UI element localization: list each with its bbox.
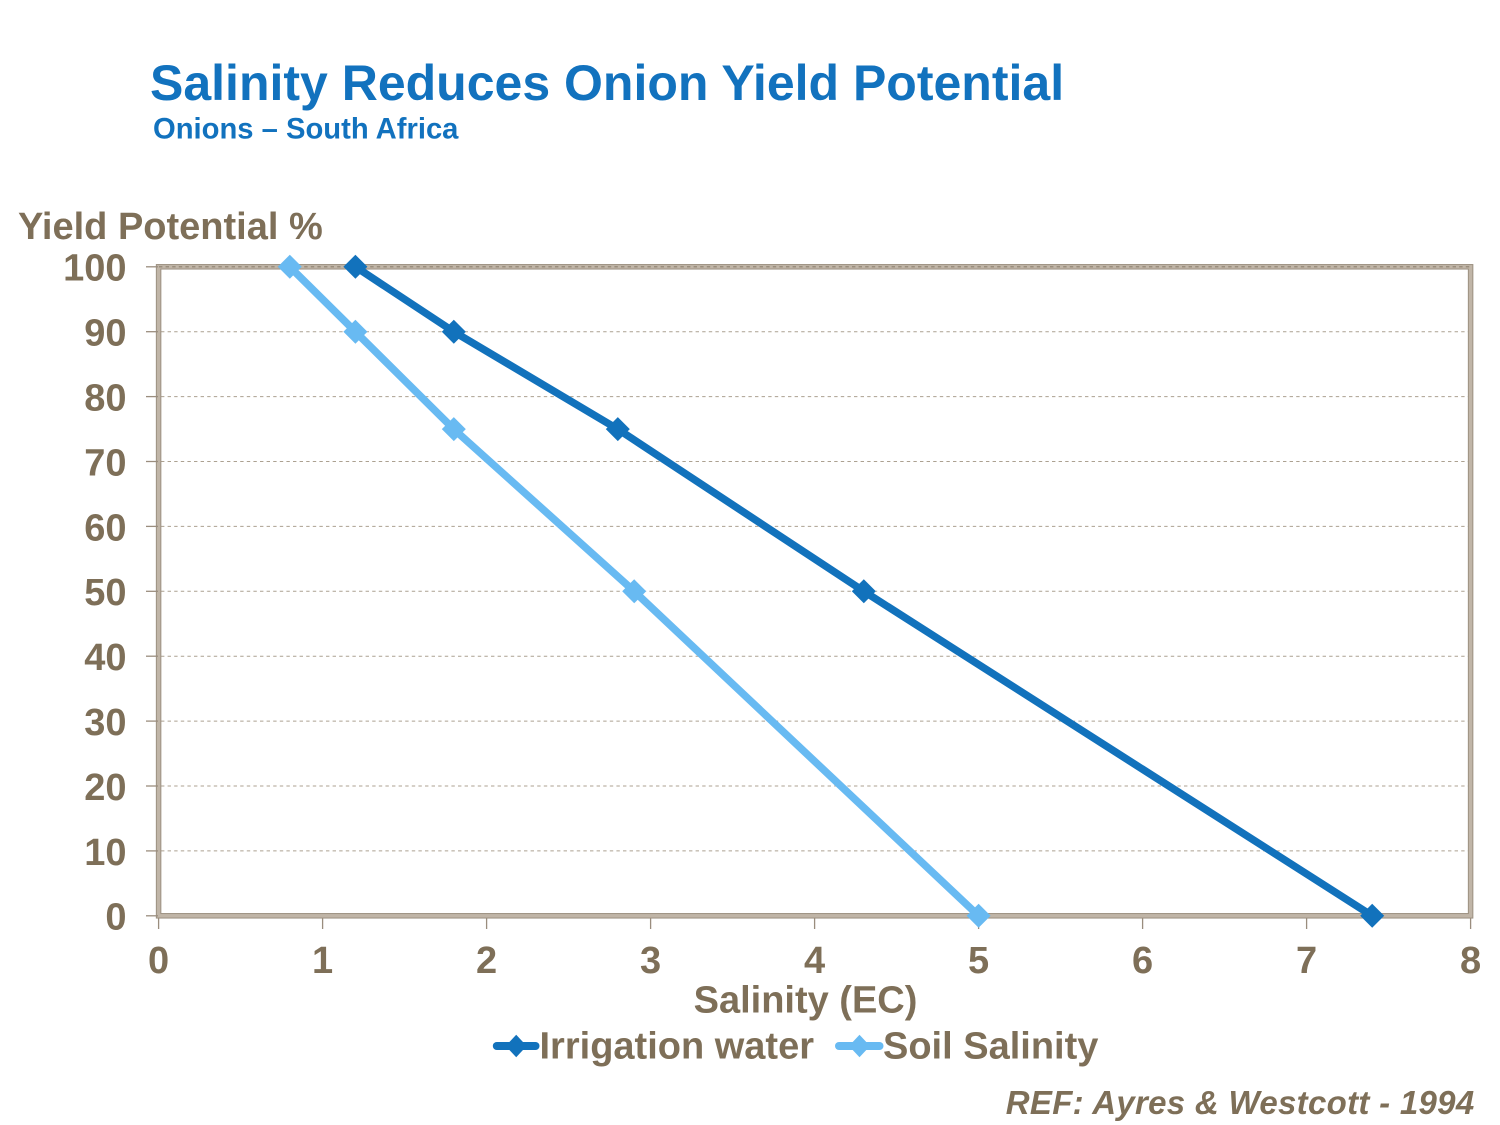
svg-text:Yield Potential %: Yield Potential % — [18, 206, 323, 248]
svg-text:10: 10 — [84, 832, 126, 874]
svg-text:80: 80 — [84, 378, 126, 420]
svg-text:4: 4 — [804, 940, 825, 982]
svg-text:30: 30 — [84, 702, 126, 744]
svg-text:5: 5 — [968, 940, 989, 982]
svg-text:1: 1 — [312, 940, 333, 982]
svg-text:20: 20 — [84, 767, 126, 809]
svg-text:70: 70 — [84, 442, 126, 484]
svg-text:2: 2 — [476, 940, 497, 982]
svg-text:8: 8 — [1460, 940, 1481, 982]
svg-text:Salinity (EC): Salinity (EC) — [694, 980, 918, 1022]
svg-text:Irrigation water: Irrigation water — [540, 1026, 815, 1068]
svg-text:60: 60 — [84, 507, 126, 549]
svg-text:REF: Ayres & Westcott - 1994: REF: Ayres & Westcott - 1994 — [1006, 1084, 1475, 1121]
svg-text:Salinity Reduces Onion Yield P: Salinity Reduces Onion Yield Potential — [150, 55, 1064, 111]
svg-text:0: 0 — [148, 940, 169, 982]
svg-text:6: 6 — [1132, 940, 1153, 982]
svg-text:0: 0 — [105, 897, 126, 939]
svg-text:3: 3 — [640, 940, 661, 982]
svg-text:Onions – South Africa: Onions – South Africa — [153, 114, 459, 146]
svg-text:100: 100 — [63, 248, 126, 290]
svg-text:7: 7 — [1296, 940, 1317, 982]
svg-text:50: 50 — [84, 572, 126, 614]
svg-text:Soil Salinity: Soil Salinity — [883, 1026, 1098, 1068]
svg-text:40: 40 — [84, 637, 126, 679]
svg-text:90: 90 — [84, 313, 126, 355]
